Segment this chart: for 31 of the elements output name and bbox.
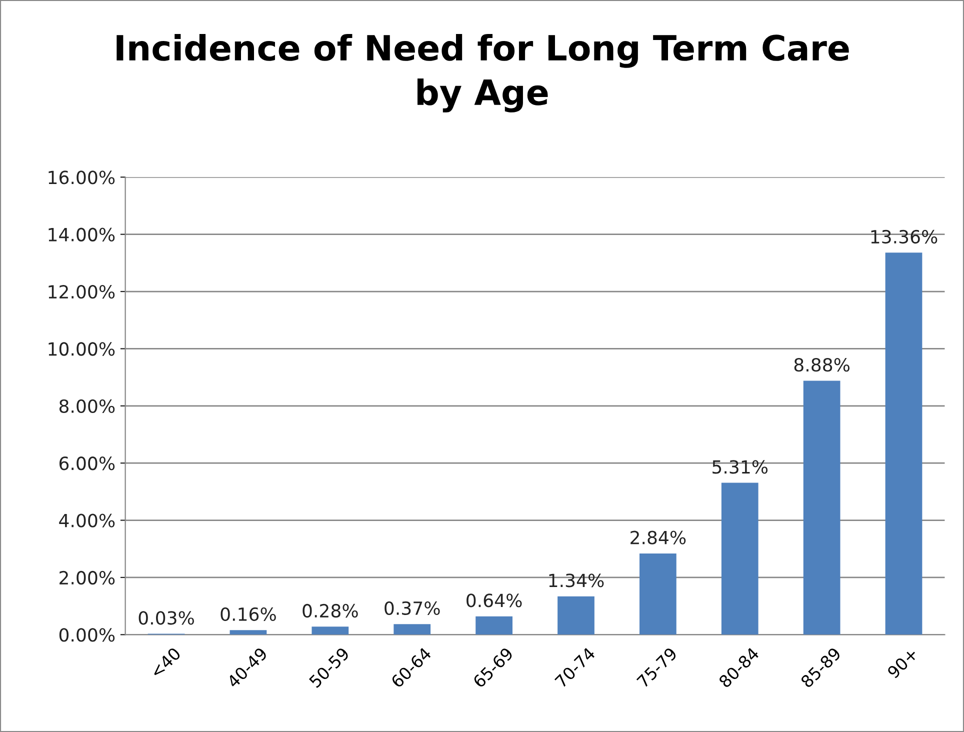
y-tick-label: 10.00% (48, 342, 115, 356)
bar (885, 252, 922, 635)
y-tick-label: 4.00% (59, 514, 115, 528)
y-tick-label: 0.00% (59, 628, 115, 642)
y-tick-label: 8.00% (59, 399, 115, 414)
y-tick-label: 2.00% (60, 570, 115, 585)
data-label: 0.28% (302, 604, 358, 618)
bar (639, 553, 676, 635)
y-tick-label: 16.00% (48, 170, 115, 184)
y-tick-label: 6.00% (60, 456, 115, 470)
data-label: 1.34% (549, 574, 604, 588)
x-tick-label: 90+ (886, 647, 918, 680)
data-label: 0.37% (384, 601, 440, 616)
y-tick-label: 12.00% (48, 284, 115, 299)
chart-title: Incidence of Need for Long Term Care by Age (116, 34, 849, 112)
x-tick-label: <40 (150, 646, 182, 678)
data-label: 0.03% (138, 611, 194, 625)
data-label: 2.84% (630, 530, 686, 544)
bar (230, 630, 267, 635)
bar (558, 596, 594, 635)
bar (312, 626, 349, 635)
data-label: 5.31% (712, 460, 768, 474)
y-tick-label: 14.00% (48, 228, 115, 242)
data-label: 13.36% (871, 230, 938, 244)
data-label: 8.88% (794, 358, 850, 372)
bar (721, 482, 758, 635)
bar (476, 616, 512, 635)
data-label: 0.16% (220, 607, 276, 622)
data-label: 0.64% (466, 594, 522, 608)
bar (803, 380, 840, 635)
bar (394, 624, 431, 635)
